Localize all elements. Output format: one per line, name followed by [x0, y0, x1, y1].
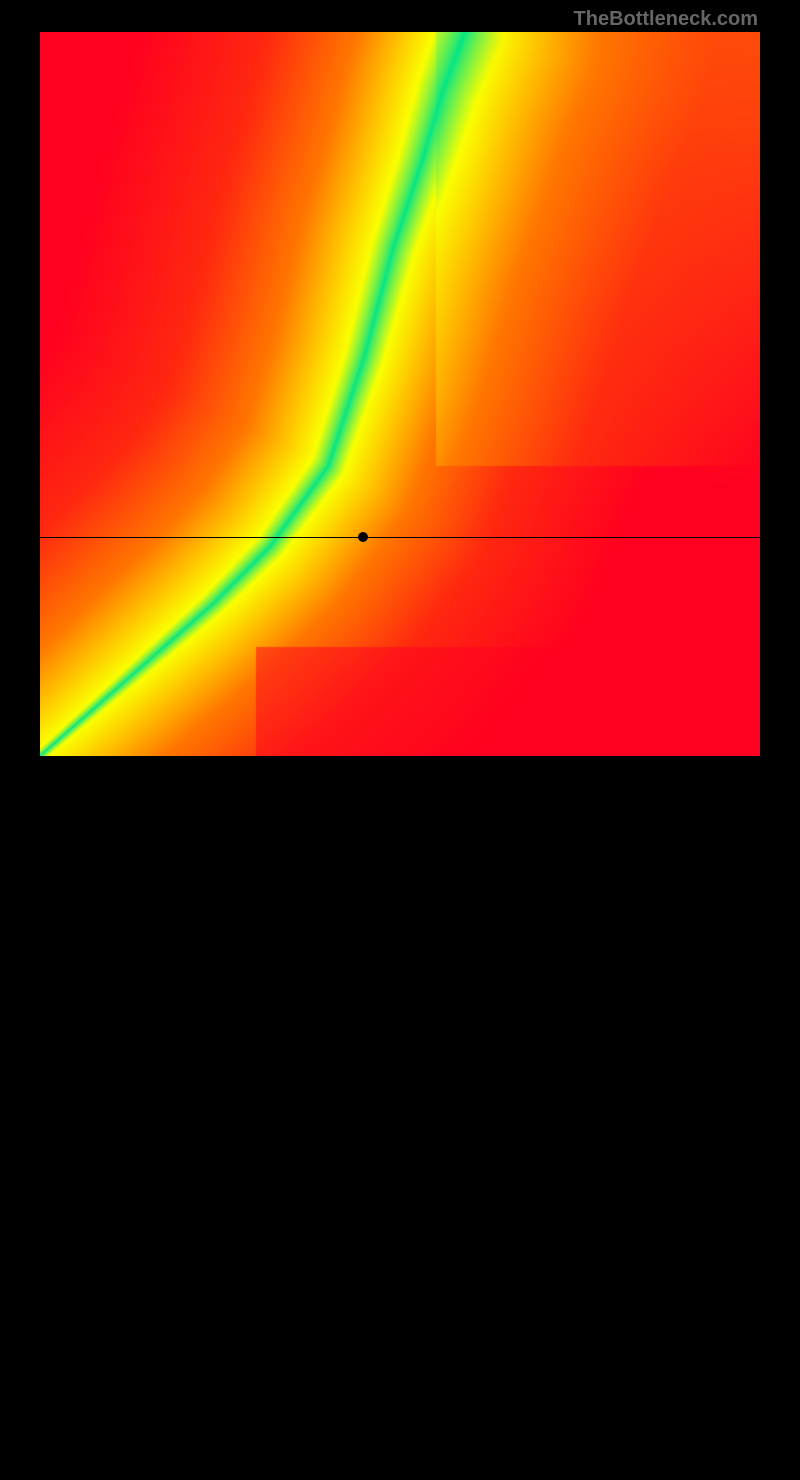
watermark-text: TheBottleneck.com — [574, 8, 758, 31]
heatmap-canvas — [40, 32, 760, 756]
crosshair-vertical — [363, 756, 364, 1480]
crosshair-marker — [358, 532, 368, 542]
chart-container: TheBottleneck.com — [0, 0, 800, 800]
heatmap-chart — [40, 32, 760, 756]
crosshair-horizontal — [40, 537, 760, 538]
